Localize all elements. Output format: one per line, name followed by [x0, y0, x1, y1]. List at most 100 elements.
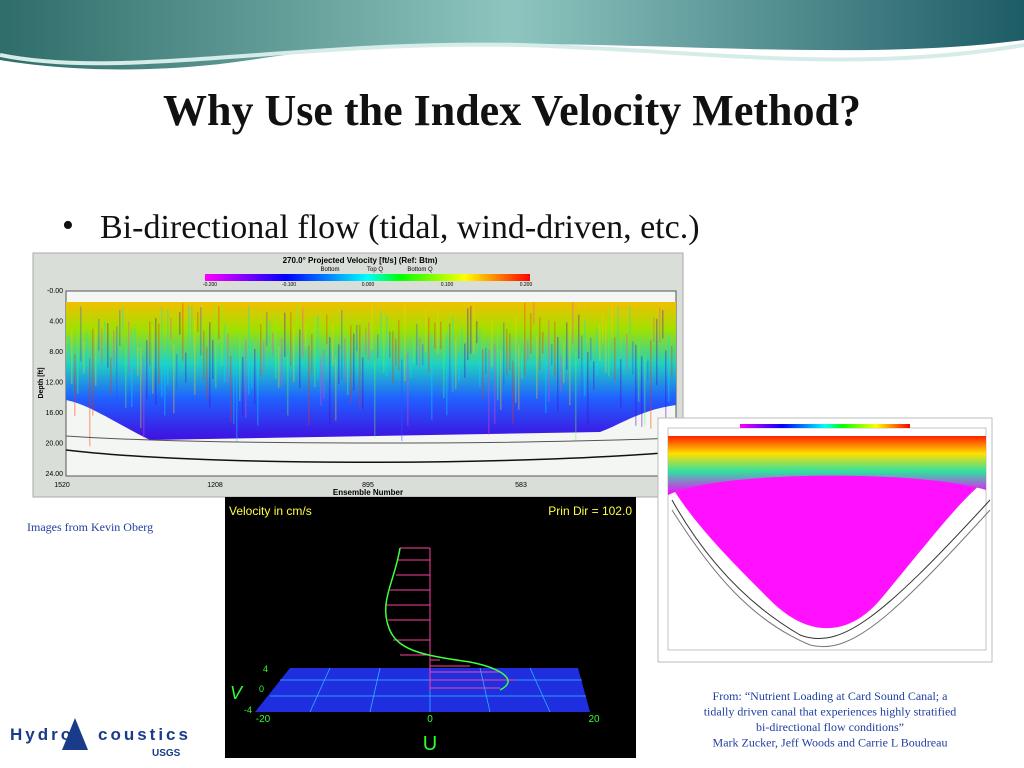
heatmap-streak: [416, 324, 418, 366]
u-tick: 20: [588, 714, 600, 725]
heatmap-streak: [398, 320, 400, 371]
heatmap-streak: [671, 345, 673, 378]
heatmap-streak: [122, 307, 124, 331]
citation-line: bi-directional flow conditions”: [756, 720, 904, 734]
heatmap-streak: [479, 328, 481, 388]
y-tick-label: -0.00: [47, 288, 63, 295]
heatmap-streak: [101, 328, 103, 366]
legend-item: Bottom Q: [407, 267, 433, 273]
heatmap-streak: [326, 314, 328, 345]
heatmap-streak: [239, 331, 241, 402]
heatmap-streak: [581, 335, 583, 413]
heatmap-streak: [362, 357, 364, 409]
heatmap-streak: [629, 305, 631, 335]
u-axis-label: U: [423, 733, 437, 755]
u-tick: 0: [427, 714, 433, 725]
heatmap-streak: [179, 312, 181, 335]
heatmap-streak: [158, 323, 160, 385]
heatmap-streak: [89, 358, 91, 447]
y-tick-label: 20.00: [45, 441, 63, 448]
heatmap-streak: [539, 317, 541, 371]
heatmap-streak: [152, 325, 154, 394]
heatmap-streak: [203, 330, 205, 380]
heatmap-streak: [557, 336, 559, 411]
heatmap-streak: [590, 337, 592, 361]
heatmap-streak: [386, 314, 388, 376]
heatmap-streak: [548, 320, 550, 403]
heatmap-streak: [86, 331, 88, 364]
heatmap-streak: [506, 328, 508, 376]
heatmap-streak: [173, 344, 175, 414]
heatmap-streak: [143, 357, 145, 438]
figure-header: Prin Dir = 102.0: [548, 504, 632, 518]
heatmap-streak: [254, 348, 256, 405]
heatmap-streak: [656, 318, 658, 386]
heatmap-streak: [668, 334, 670, 402]
heatmap-streak: [491, 320, 493, 368]
colorbar-label: 0.100: [441, 282, 454, 288]
heatmap-streak: [560, 355, 562, 392]
heatmap-streak: [380, 311, 382, 366]
u-tick: -20: [256, 714, 271, 725]
heatmap-streak: [287, 355, 289, 416]
image-credit: Images from Kevin Oberg: [27, 520, 153, 534]
heatmap-streak: [353, 333, 355, 391]
heatmap-streak: [392, 331, 394, 384]
heatmap-streak: [164, 354, 166, 416]
heatmap-streak: [536, 335, 538, 399]
y-ticks: -0.00 4.00 8.00 12.00 16.00 20.00 24.00: [45, 288, 63, 478]
heatmap-streak: [206, 347, 208, 399]
heatmap-streak: [434, 323, 436, 349]
heatmap-streak: [146, 340, 148, 400]
heatmap-streak: [404, 302, 406, 382]
heatmap-streak: [347, 335, 349, 396]
heatmap-streak: [230, 355, 232, 423]
heatmap-streak: [641, 356, 643, 427]
heatmap-streak: [518, 345, 520, 410]
heatmap-streak: [356, 325, 358, 352]
heatmap-streak: [344, 338, 346, 382]
heatmap-streak: [278, 346, 280, 388]
heatmap-streak: [161, 307, 163, 397]
heatmap-streak: [68, 335, 70, 364]
heatmap-streak: [467, 308, 469, 360]
heatmap-streak: [182, 303, 184, 361]
colorbar-labels: -0.200 -0.100 0.000 0.100 0.200: [203, 282, 533, 288]
heatmap: [66, 302, 676, 447]
slide-title: Why Use the Index Velocity Method?: [163, 86, 861, 135]
heatmap-streak: [572, 302, 574, 345]
x-tick-label: 583: [515, 482, 527, 489]
heatmap-streak: [626, 333, 628, 372]
x-tick-label: 1208: [207, 482, 223, 489]
heatmap-streak: [227, 333, 229, 384]
heatmap-streak: [407, 352, 409, 426]
heatmap-streak: [608, 308, 610, 377]
heatmap-streak: [611, 306, 613, 338]
heatmap-streak: [275, 313, 277, 380]
heatmap-streak: [389, 331, 391, 358]
x-tick-label: 1520: [54, 482, 70, 489]
y-tick-label: 12.00: [45, 380, 63, 387]
heatmap-streak: [233, 356, 235, 424]
bullet-dot: •: [62, 207, 74, 244]
heatmap-streak: [521, 352, 523, 380]
heatmap-streak: [188, 305, 190, 345]
heatmap-streak: [419, 337, 421, 368]
heatmap-streak: [533, 302, 535, 325]
legend-item: Top Q: [367, 267, 383, 273]
colorbar-label: 0.200: [520, 282, 533, 288]
figure-header: Velocity in cm/s: [229, 504, 312, 518]
bullet: Bi-directional flow (tidal, wind-driven,…: [100, 209, 700, 246]
heatmap-streak: [623, 339, 625, 371]
heatmap-streak: [338, 344, 340, 384]
heatmap-streak: [371, 305, 373, 350]
v-axis-label: V: [230, 683, 244, 703]
heatmap-streak: [428, 317, 430, 373]
heatmap-streak: [653, 317, 655, 342]
heatmap-streak: [185, 352, 187, 383]
heatmap-streak: [488, 349, 490, 436]
heatmap-streak: [335, 357, 337, 421]
heatmap-streak: [617, 306, 619, 369]
heatmap-streak: [71, 328, 73, 385]
